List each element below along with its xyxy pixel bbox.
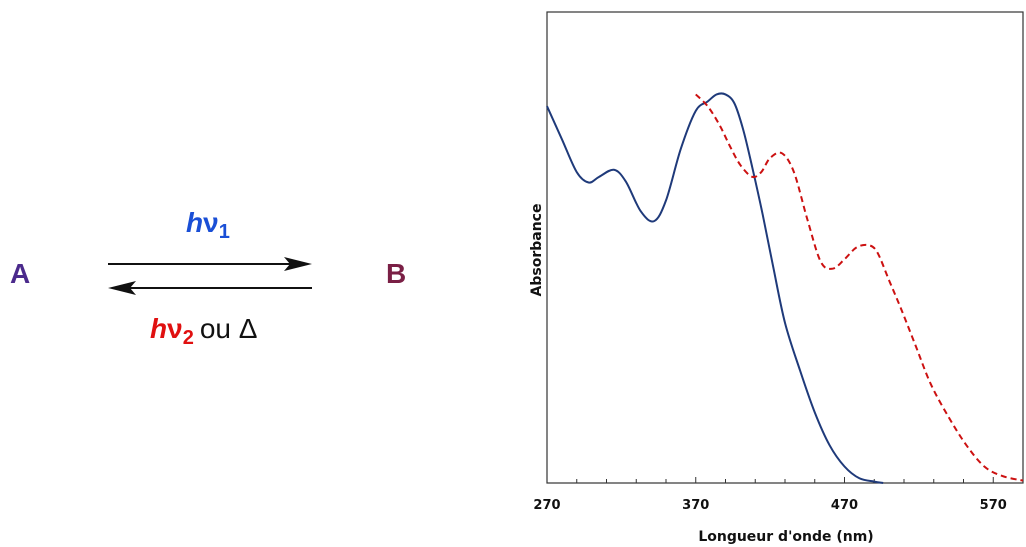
reverse-subscript: 2 <box>182 327 194 349</box>
reverse-nu: ν <box>167 313 183 344</box>
equilibrium-arrows <box>108 257 312 295</box>
species-b-label: B <box>386 258 407 289</box>
y-axis-title: Absorbance <box>529 204 545 297</box>
forward-arrowhead <box>284 257 312 271</box>
forward-subscript: 1 <box>218 221 230 243</box>
reverse-arrowhead <box>108 281 136 295</box>
photochromic-scheme: A B hν1 hν2 ou Δ <box>10 207 407 350</box>
x-ticks: 270 370 470 570 <box>533 477 1024 513</box>
species-a-label: A <box>10 258 31 289</box>
reverse-suffix: ou Δ <box>199 313 258 344</box>
x-tick-label: 270 <box>533 498 560 513</box>
forward-h: h <box>186 207 204 238</box>
series-line-1 <box>546 92 884 484</box>
absorbance-chart: 270 370 470 570 Longueur d'onde (nm) Absorb… <box>529 11 1024 545</box>
plot-frame <box>546 11 1024 484</box>
series-line-2 <box>695 93 1024 482</box>
reverse-light-label: hν2 ou Δ <box>150 313 257 350</box>
x-axis-title: Longueur d'onde (nm) <box>698 529 873 545</box>
series-layer <box>546 92 1024 484</box>
x-tick-label: 570 <box>980 498 1007 513</box>
x-tick-label: 470 <box>831 498 858 513</box>
reverse-h: h <box>150 313 168 344</box>
x-tick-label: 370 <box>682 498 709 513</box>
forward-light-label: hν1 <box>186 207 230 244</box>
forward-nu: ν <box>203 207 219 238</box>
